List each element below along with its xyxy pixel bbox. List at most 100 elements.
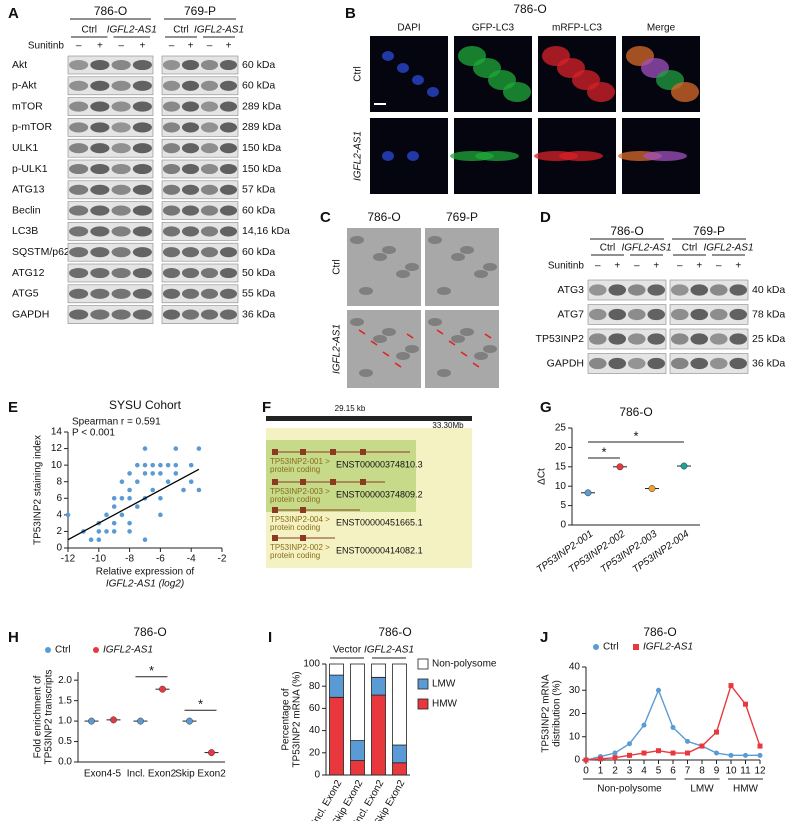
point <box>142 537 148 543</box>
blot-band <box>729 284 748 296</box>
blot-band <box>69 184 89 195</box>
chart-title: 786-O <box>378 625 411 639</box>
treatment-sign: + <box>97 41 103 52</box>
blot-band <box>181 267 200 279</box>
point <box>188 462 194 468</box>
legend-swatch <box>417 698 429 710</box>
y-axis-label: TP53INP2 mRNA (%) <box>292 671 303 767</box>
y-tick-label: 0 <box>574 755 580 766</box>
panel-letter: A <box>8 5 19 22</box>
significance: * <box>633 428 638 443</box>
blot-strip <box>161 242 239 262</box>
blot-band <box>670 357 689 370</box>
point <box>96 529 102 534</box>
exon <box>300 479 306 485</box>
blot-band <box>90 143 110 154</box>
group-label: Ctrl <box>173 25 189 36</box>
protein-label: ATG7 <box>557 308 584 320</box>
significance: * <box>601 444 606 459</box>
point <box>656 687 661 693</box>
organelle <box>373 253 387 261</box>
point <box>196 487 202 493</box>
blot-band <box>219 101 238 112</box>
point <box>743 701 748 707</box>
blot-strip <box>669 328 749 350</box>
cell <box>407 151 419 161</box>
bar-segment <box>329 674 344 698</box>
legend-label: IGFL2-AS1 <box>103 645 153 656</box>
x-tick-label: 6 <box>670 766 676 777</box>
treatment-sign: – <box>716 261 722 272</box>
blot-band <box>219 163 238 175</box>
blot-band <box>162 143 181 154</box>
blot-band <box>132 226 152 237</box>
blot-band <box>608 284 627 296</box>
protein-label: ULK1 <box>12 142 38 154</box>
organelle <box>483 345 497 353</box>
protein-label: LC3B <box>12 225 38 237</box>
point <box>150 462 155 468</box>
dot <box>648 485 656 492</box>
x-tick-label: Exon4-5 <box>84 769 122 780</box>
y-tick-label: 40 <box>569 662 581 673</box>
transcript-biotype: protein coding <box>270 523 320 532</box>
blot-band <box>181 143 200 154</box>
blot-band <box>111 267 131 279</box>
x-tick-label: 11 <box>740 766 751 777</box>
arrow <box>460 351 468 357</box>
protein-label: ATG3 <box>557 284 584 296</box>
exon <box>272 479 278 485</box>
blot-band <box>709 284 728 296</box>
exon <box>360 479 366 485</box>
bar-segment <box>392 744 407 764</box>
point <box>165 462 171 468</box>
y-tick-label: 20 <box>555 442 567 453</box>
point <box>158 495 163 501</box>
blot-band <box>181 101 200 112</box>
blot-band <box>181 59 200 71</box>
blot-band <box>200 163 219 175</box>
point <box>714 729 719 735</box>
blot-band <box>162 122 181 133</box>
blot-band <box>219 80 238 91</box>
exon <box>330 449 336 455</box>
blot-band <box>90 288 110 299</box>
blot-strip <box>161 201 239 220</box>
blot-band <box>200 101 219 112</box>
protein-label: GAPDH <box>12 308 49 320</box>
blot-strip <box>587 279 667 301</box>
transcript-id: ENST00000451665.1 <box>336 517 423 527</box>
point <box>627 741 632 747</box>
point <box>757 752 763 758</box>
stat-annotation: P < 0.001 <box>72 428 115 439</box>
blot-band <box>588 357 607 370</box>
blot-band <box>709 333 728 345</box>
group-label: Ctrl <box>600 243 616 254</box>
treatment-sign: – <box>118 41 124 52</box>
column-header: mRFP-LC3 <box>552 23 602 34</box>
y-tick-label: 0 <box>560 520 566 531</box>
organelle <box>382 328 396 336</box>
transcript-name: TP53INP2-004 > <box>270 515 330 524</box>
legend-label: Non-polysome <box>432 659 497 670</box>
protein-label: mTOR <box>12 100 43 112</box>
x-tick-label: Skip Exon2 <box>175 769 226 780</box>
point <box>612 755 618 761</box>
arrow <box>370 340 378 346</box>
blot-band <box>627 333 646 345</box>
size-label: 289 kDa <box>242 121 281 133</box>
point <box>196 446 202 451</box>
y-tick-label: 1.5 <box>58 695 72 706</box>
blot-strip <box>587 328 667 350</box>
legend-label: Ctrl <box>603 642 619 653</box>
point <box>127 529 132 534</box>
size-label: 60 kDa <box>242 59 275 71</box>
point <box>188 479 194 485</box>
point <box>111 495 117 501</box>
exon <box>300 507 306 513</box>
blot-band <box>69 247 89 258</box>
cell <box>587 82 615 102</box>
organelle <box>451 335 465 343</box>
point <box>743 752 748 758</box>
cell-line: 786-O <box>94 4 127 18</box>
